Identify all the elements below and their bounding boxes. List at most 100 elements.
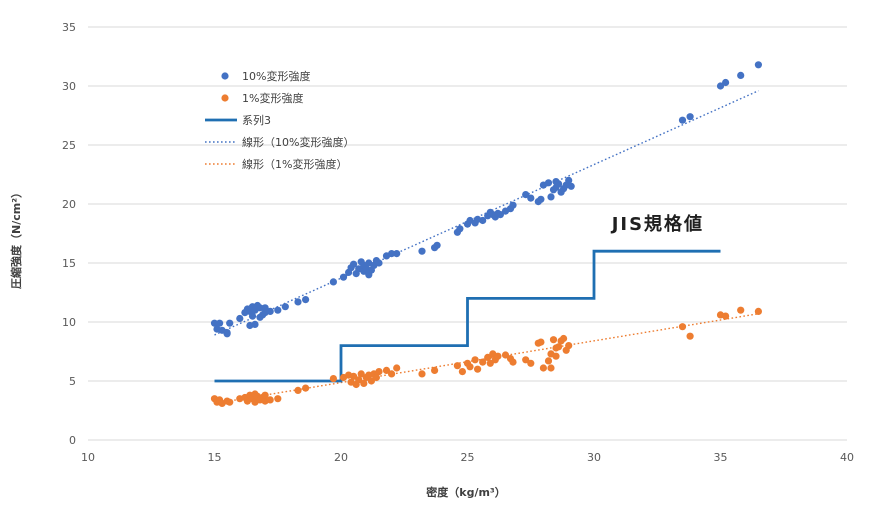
data-point-series-1 [382,366,391,374]
data-point-series-0 [329,278,337,286]
data-point-series-1 [486,359,494,367]
data-point-series-1 [539,364,548,372]
legend-marker-0 [221,72,229,80]
data-point-series-1 [418,370,426,378]
data-point-series-0 [509,201,517,209]
legend-marker-1 [221,94,229,102]
data-point-series-0 [223,330,231,338]
data-point-series-1 [509,358,517,366]
data-point-series-0 [456,225,464,233]
trend-line-3 [214,90,759,336]
x-tick-label: 10 [81,451,95,464]
data-points [210,61,763,407]
legend-label-2: 系列3 [242,113,271,127]
y-tick-label: 20 [62,198,76,211]
data-point-series-1 [431,366,439,374]
data-point-series-0 [537,195,545,203]
data-point-series-0 [418,247,426,255]
x-tick-label: 35 [714,451,728,464]
data-point-series-1 [367,377,375,385]
data-point-series-0 [754,61,763,69]
data-point-series-1 [547,364,555,372]
data-point-series-1 [302,384,310,392]
data-point-series-0 [496,211,504,219]
data-point-series-1 [266,396,274,404]
data-point-series-1 [552,352,560,360]
data-point-series-0 [716,82,725,90]
data-point-series-0 [302,296,310,304]
data-point-series-0 [565,176,573,184]
data-point-series-0 [722,78,730,87]
data-point-series-0 [274,306,282,314]
data-point-series-1 [544,357,553,365]
data-point-series-1 [453,362,461,370]
data-point-series-1 [722,312,730,320]
legend-label-1: 1%変形強度 [242,91,303,105]
x-axis-title: 密度（kg/m³） [426,485,506,499]
data-point-series-1 [484,353,492,361]
data-point-series-0 [350,260,358,268]
data-point-series-1 [537,338,545,346]
data-point-series-1 [294,386,302,394]
data-point-series-0 [678,116,687,124]
data-point-series-1 [479,358,487,366]
data-point-series-1 [754,307,763,315]
y-tick-label: 25 [62,139,76,152]
x-tick-label: 25 [461,451,475,464]
data-point-series-1 [560,334,568,343]
data-point-series-0 [686,113,694,121]
data-point-series-1 [372,373,380,382]
data-point-series-0 [281,303,289,311]
data-point-series-0 [388,250,396,258]
data-point-series-0 [210,319,219,327]
data-point-series-1 [474,365,482,373]
x-axis-ticks: 10 15 20 25 30 35 40 [81,451,854,464]
data-point-series-0 [251,320,259,328]
data-point-series-1 [737,306,745,314]
data-point-series-1 [466,363,474,371]
data-point-series-1 [350,372,358,380]
data-point-series-0 [339,273,348,281]
data-point-series-0 [375,259,383,267]
legend-label-3: 線形（10%変形強度） [242,135,354,149]
data-point-series-1 [549,336,558,344]
x-tick-label: 40 [840,451,854,464]
y-tick-label: 5 [69,375,76,388]
data-point-series-0 [555,180,563,188]
y-tick-label: 15 [62,257,76,270]
data-point-series-1 [555,343,563,351]
data-point-series-1 [388,370,396,378]
data-point-series-0 [479,216,487,225]
data-point-series-0 [266,307,274,315]
y-tick-label: 0 [69,434,76,447]
y-tick-label: 10 [62,316,76,329]
jis-annotation: JIS規格値 [610,213,704,235]
x-tick-label: 20 [334,451,348,464]
legend-label-0: 10%変形強度 [242,69,310,83]
data-point-series-0 [248,312,257,320]
data-point-series-0 [216,319,224,327]
data-point-series-0 [737,71,745,79]
data-point-series-0 [294,298,302,306]
data-point-series-0 [226,319,234,327]
data-point-series-0 [547,193,555,201]
data-point-series-1 [522,356,530,364]
data-point-series-1 [393,364,401,372]
data-point-series-1 [261,391,269,399]
data-point-series-1 [226,398,234,406]
data-point-series-1 [458,368,466,376]
data-point-series-0 [393,250,401,258]
data-point-series-1 [471,356,479,364]
data-point-series-0 [544,179,553,187]
data-point-series-1 [355,376,363,384]
data-point-series-1 [678,323,687,331]
legend-label-4: 線形（1%変形強度） [242,157,347,171]
data-point-series-1 [494,352,502,360]
data-point-series-1 [501,351,510,359]
data-point-series-1 [686,332,694,340]
trend-lines [214,90,759,405]
data-point-series-1 [527,359,535,367]
